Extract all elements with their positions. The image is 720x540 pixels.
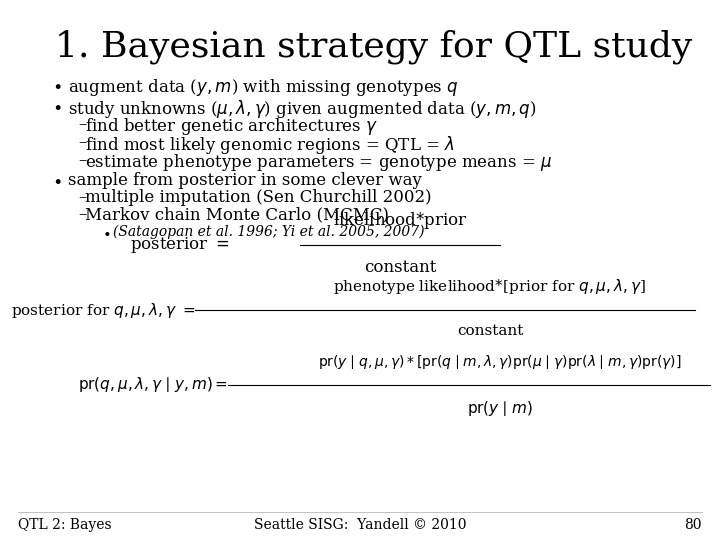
Text: sample from posterior in some clever way: sample from posterior in some clever way <box>68 172 422 189</box>
Text: find most likely genomic regions = QTL = $\lambda$: find most likely genomic regions = QTL =… <box>85 134 454 156</box>
Text: posterior $=$: posterior $=$ <box>130 235 230 255</box>
Text: find better genetic architectures $\gamma$: find better genetic architectures $\gamm… <box>85 116 378 137</box>
Text: $\bullet$: $\bullet$ <box>52 172 62 189</box>
Text: likelihood$*$prior: likelihood$*$prior <box>333 210 467 231</box>
Text: QTL 2: Bayes: QTL 2: Bayes <box>18 518 112 532</box>
Text: phenotype likelihood$*$[prior for $q, \mu, \lambda, \gamma$]: phenotype likelihood$*$[prior for $q, \m… <box>333 277 647 296</box>
Text: –: – <box>78 134 86 151</box>
Text: $\mathrm{pr}(q, \mu, \lambda, \gamma \mid y, m) =$: $\mathrm{pr}(q, \mu, \lambda, \gamma \mi… <box>78 375 228 395</box>
Text: multiple imputation (Sen Churchill 2002): multiple imputation (Sen Churchill 2002) <box>85 189 431 206</box>
Text: 80: 80 <box>685 518 702 532</box>
Text: –: – <box>78 189 86 206</box>
Text: 1. Bayesian strategy for QTL study: 1. Bayesian strategy for QTL study <box>55 30 692 64</box>
Text: Seattle SISG:  Yandell © 2010: Seattle SISG: Yandell © 2010 <box>253 518 467 532</box>
Text: estimate phenotype parameters = genotype means = $\mu$: estimate phenotype parameters = genotype… <box>85 152 552 173</box>
Text: study unknowns ($\mu, \lambda, \gamma$) given augmented data ($y, m, q$): study unknowns ($\mu, \lambda, \gamma$) … <box>68 98 536 120</box>
Text: $\bullet$: $\bullet$ <box>52 77 62 94</box>
Text: (Satagopan et al. 1996; Yi et al. 2005, 2007): (Satagopan et al. 1996; Yi et al. 2005, … <box>113 225 425 239</box>
Text: –: – <box>78 152 86 169</box>
Text: posterior for $q, \mu, \lambda, \gamma$ $=$: posterior for $q, \mu, \lambda, \gamma$ … <box>11 300 195 320</box>
Text: $\mathrm{pr}(y \mid m)$: $\mathrm{pr}(y \mid m)$ <box>467 399 533 418</box>
Text: constant: constant <box>456 324 523 338</box>
Text: $\mathrm{pr}(y \mid q,\mu,\gamma)*[\mathrm{pr}(q \mid m,\lambda,\gamma)\mathrm{p: $\mathrm{pr}(y \mid q,\mu,\gamma)*[\math… <box>318 353 682 371</box>
Text: $\bullet$: $\bullet$ <box>52 98 62 115</box>
Text: Markov chain Monte Carlo (MCMC): Markov chain Monte Carlo (MCMC) <box>85 206 389 223</box>
Text: –: – <box>78 206 86 223</box>
Text: constant: constant <box>364 259 436 276</box>
Text: augment data ($y, m$) with missing genotypes $q$: augment data ($y, m$) with missing genot… <box>68 77 459 98</box>
Text: –: – <box>78 116 86 133</box>
Text: $\bullet$: $\bullet$ <box>102 225 110 239</box>
